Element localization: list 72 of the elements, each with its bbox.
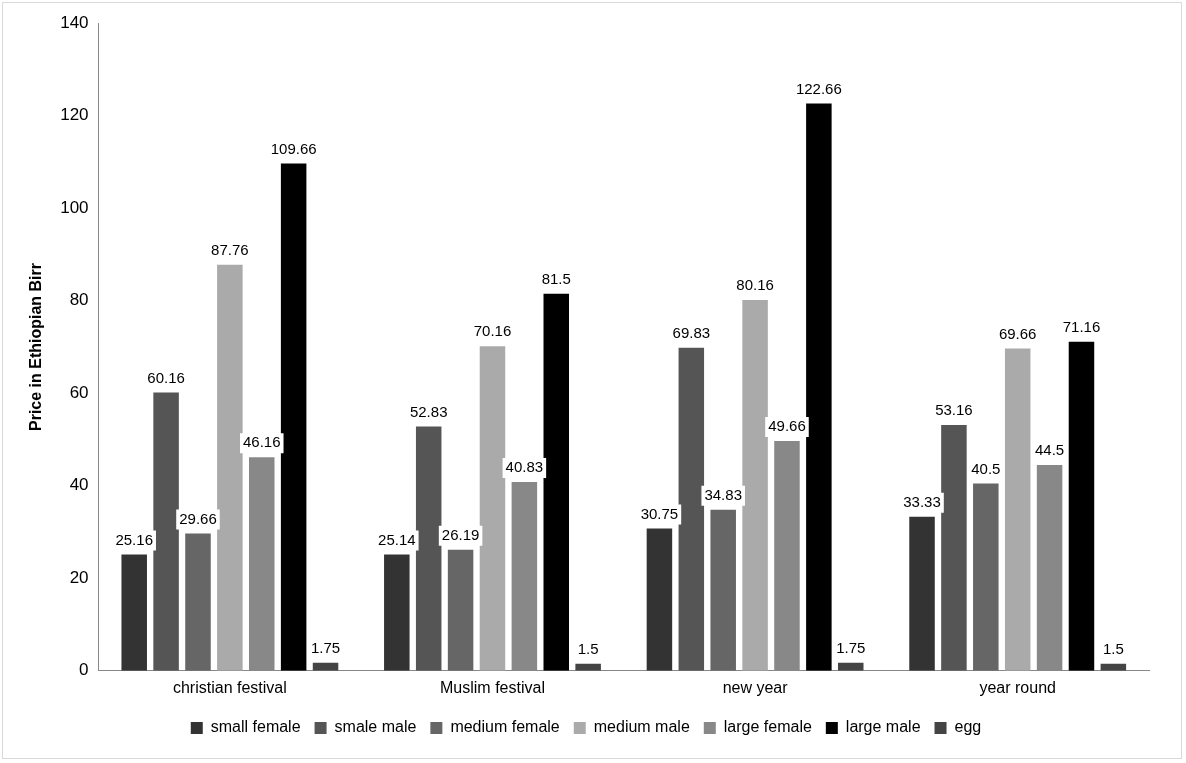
x-tick-label: new year <box>722 678 789 696</box>
data-label: 49.66 <box>768 417 806 435</box>
data-label: 46.16 <box>242 433 281 451</box>
data-label: 53.16 <box>935 401 973 419</box>
data-label: 1.75 <box>310 638 341 656</box>
data-label: 60.16 <box>147 368 185 386</box>
data-label: 1.5 <box>1102 640 1124 657</box>
bar <box>806 103 832 671</box>
bar <box>973 483 999 671</box>
data-label: 69.66 <box>998 324 1037 342</box>
bar <box>153 392 179 671</box>
bar <box>1036 464 1063 671</box>
x-tick-label: year round <box>979 678 1056 696</box>
y-tick-label: 60 <box>69 382 89 402</box>
bar <box>249 457 275 671</box>
data-label: 40.5 <box>971 459 1001 477</box>
y-tick-label: 40 <box>69 475 89 495</box>
legend-label: egg <box>954 718 982 736</box>
data-label: 81.5 <box>541 269 571 287</box>
y-tick-label: 100 <box>60 197 89 217</box>
data-label: 40.83 <box>505 458 544 476</box>
bar <box>511 481 538 671</box>
legend-label: medium female <box>450 718 560 736</box>
data-label: 33.33 <box>903 492 941 510</box>
bar <box>217 264 243 671</box>
bar <box>479 346 506 671</box>
data-label: 1.75 <box>836 638 866 656</box>
y-tick-label: 0 <box>79 660 89 680</box>
y-tick-label: 80 <box>69 290 89 310</box>
legend-label: large male <box>845 718 921 736</box>
data-label: 30.75 <box>640 504 679 522</box>
data-label: 71.16 <box>1062 317 1101 335</box>
y-tick-label: 20 <box>69 567 89 587</box>
legend-label: small female <box>210 718 301 736</box>
bar <box>742 300 768 671</box>
bar <box>1068 341 1095 671</box>
y-tick-label: 120 <box>60 105 89 125</box>
bar <box>121 554 147 671</box>
bar <box>384 554 410 671</box>
data-label: 25.16 <box>115 530 153 548</box>
data-label: 26.19 <box>441 525 480 543</box>
x-tick-label: christian festival <box>172 678 287 696</box>
bar <box>1004 348 1031 671</box>
bar <box>678 347 705 671</box>
bar <box>646 528 673 671</box>
y-tick-label: 140 <box>60 12 89 32</box>
y-axis-title: Price in Ethiopian Birr <box>27 262 45 432</box>
data-label: 44.5 <box>1034 441 1065 459</box>
legend-label: large female <box>723 718 812 736</box>
bar <box>415 426 442 671</box>
data-label: 25.14 <box>378 530 416 548</box>
data-label: 109.66 <box>270 139 317 157</box>
bar <box>280 163 307 671</box>
x-tick-label: Muslim festival <box>440 678 545 696</box>
data-label: 70.16 <box>473 322 512 340</box>
data-label: 52.83 <box>409 402 448 420</box>
bar <box>710 509 736 671</box>
legend-label: medium male <box>593 718 690 736</box>
data-label: 29.66 <box>179 509 217 527</box>
data-label: 34.83 <box>704 485 742 503</box>
legend-label: smale male <box>334 718 417 736</box>
data-label: 122.66 <box>795 79 842 97</box>
data-label: 80.16 <box>736 276 774 294</box>
bar <box>185 533 211 671</box>
bar <box>909 516 935 671</box>
data-label: 87.76 <box>211 240 249 258</box>
data-label: 1.5 <box>577 640 599 657</box>
bar <box>447 549 474 671</box>
bar <box>774 441 800 671</box>
data-label: 69.83 <box>672 323 711 341</box>
bar <box>941 424 967 671</box>
bar <box>543 293 570 671</box>
